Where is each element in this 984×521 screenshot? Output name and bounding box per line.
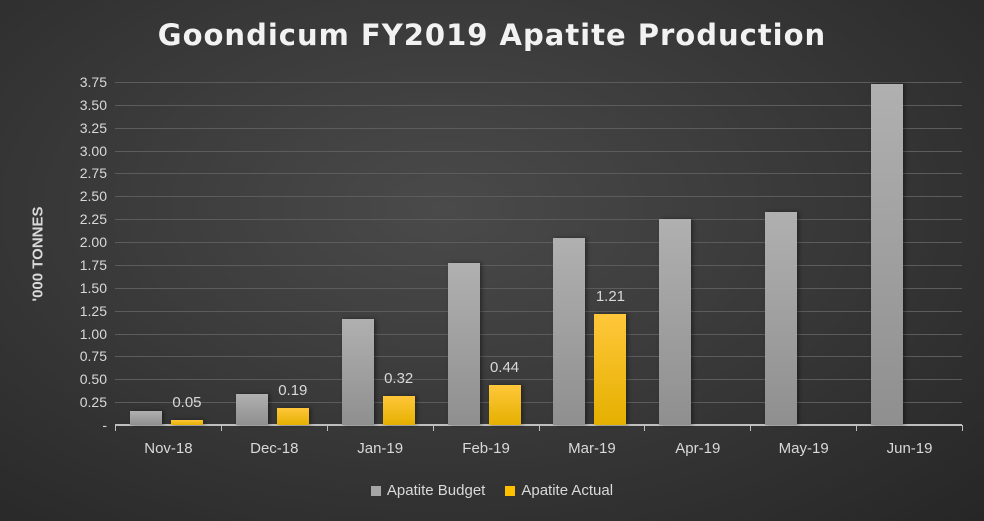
x-tick-label: Dec-18 (250, 440, 299, 457)
legend-item-actual: Apatite Actual (505, 482, 613, 499)
bar-budget (129, 411, 162, 425)
legend-label-actual: Apatite Actual (521, 482, 614, 499)
bar-actual (170, 420, 203, 425)
data-label-actual: 1.21 (595, 288, 626, 306)
x-tick-label: Jun-19 (886, 440, 933, 457)
gridline (115, 104, 962, 106)
y-tick-label: 1.50 (79, 279, 107, 296)
x-tick-label: Mar-19 (568, 440, 616, 457)
x-tick-label: Apr-19 (675, 440, 721, 457)
gridline (115, 333, 962, 335)
y-tick-label: 1.25 (79, 302, 107, 319)
bar-budget (871, 83, 904, 425)
gridline (115, 150, 962, 152)
y-tick-label: 1.75 (79, 256, 107, 273)
y-axis-label: '000 TONNES (29, 206, 47, 302)
y-tick-label: 3.75 (79, 74, 107, 90)
bar-budget (765, 211, 798, 425)
gridline (115, 310, 962, 312)
gridline (115, 264, 962, 266)
x-tick-mark (115, 425, 116, 431)
gridline (115, 287, 962, 289)
y-tick-label: - (102, 417, 107, 433)
gridline (115, 219, 962, 221)
x-tick-label: Jan-19 (357, 440, 404, 457)
y-tick-label: 3.50 (79, 96, 107, 113)
x-tick-label: May-19 (778, 440, 829, 457)
x-tick-mark (432, 425, 434, 431)
gridline (115, 356, 962, 358)
x-tick-mark (326, 425, 328, 431)
y-tick-label: 3.25 (79, 119, 107, 136)
bar-budget (447, 263, 480, 425)
x-tick-mark (538, 425, 540, 431)
y-tick-label: 2.75 (79, 165, 107, 182)
gridline (115, 82, 962, 83)
legend-label-budget: Apatite Budget (386, 482, 486, 499)
x-tick-mark (644, 425, 646, 431)
legend: Apatite Budget Apatite Actual (0, 482, 984, 499)
bar-budget (553, 238, 586, 425)
bar-budget (659, 219, 692, 425)
chart-title: Goondicum FY2019 Apatite Production (157, 18, 827, 52)
data-label-actual: 0.19 (278, 381, 308, 399)
bar-budget (341, 318, 374, 425)
x-tick-mark (856, 425, 858, 431)
gridline (115, 402, 962, 404)
bar-actual (276, 407, 309, 425)
plot-area: 0.05 0.19 0.32 0.44 1.21 (115, 82, 963, 431)
y-tick-label: 0.25 (79, 394, 107, 411)
bar-budget (235, 393, 268, 425)
legend-swatch-budget (370, 485, 381, 496)
legend-item-budget: Apatite Budget (370, 482, 486, 499)
y-tick-label: 2.50 (79, 188, 107, 205)
y-tick-label: 2.00 (79, 234, 107, 251)
bar-actual (382, 395, 415, 425)
gridline (115, 127, 962, 129)
gridline (115, 379, 962, 381)
x-tick-mark (750, 425, 752, 431)
gridline (115, 242, 962, 244)
data-label-actual: 0.32 (384, 369, 414, 387)
x-tick-label: Feb-19 (462, 440, 510, 457)
y-tick-label: 2.25 (79, 211, 107, 228)
y-tick-label: 0.50 (79, 371, 107, 388)
gridline (115, 173, 962, 175)
x-tick-mark (220, 425, 222, 431)
y-tick-label: 3.00 (79, 142, 107, 159)
gridline (115, 196, 962, 198)
x-tick-mark (962, 425, 963, 431)
data-label-actual: 0.05 (172, 394, 202, 412)
x-tick-label: Nov-18 (144, 440, 193, 457)
data-label-actual: 0.44 (489, 358, 520, 376)
bar-actual (594, 314, 627, 425)
bar-actual (488, 384, 521, 425)
legend-swatch-actual (505, 485, 516, 496)
y-tick-label: 1.00 (79, 325, 107, 342)
y-tick-label: 0.75 (79, 348, 107, 365)
